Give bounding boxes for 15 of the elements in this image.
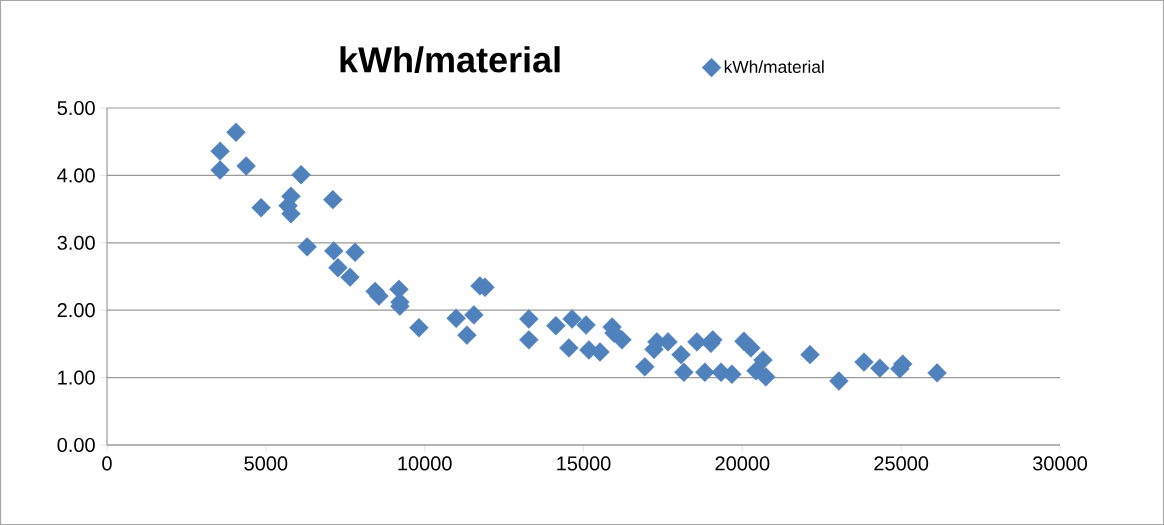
x-tick-label: 10000: [398, 456, 452, 471]
y-tick-label: 0.00: [57, 437, 95, 453]
chart-title: kWh/material: [340, 46, 560, 73]
x-tick-label: 25000: [874, 456, 929, 471]
x-tick-label: 15000: [557, 456, 611, 471]
y-tick-label: 2.00: [57, 303, 95, 318]
x-tick-label: 5000: [244, 456, 288, 471]
y-tick-label: 3.00: [57, 235, 95, 250]
y-tick-label: 4.00: [57, 168, 95, 183]
y-tick-label: 5.00: [57, 100, 95, 116]
y-tick-label: 1.00: [58, 370, 95, 385]
x-tick-label: 20000: [715, 456, 770, 471]
x-tick-label: 0: [102, 456, 112, 471]
x-tick-label: 30000: [1032, 456, 1088, 471]
legend-label: kWh/material: [724, 60, 824, 74]
